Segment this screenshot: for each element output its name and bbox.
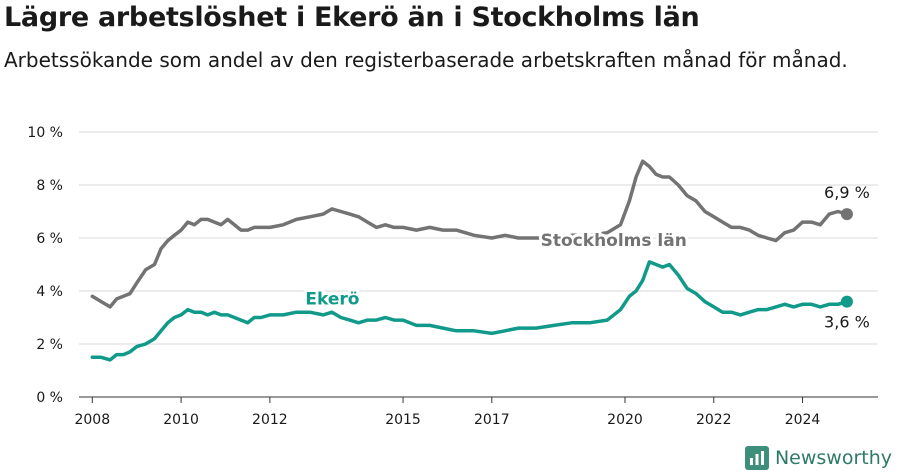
- stockholms-lan-line: [90, 159, 849, 309]
- stockholms-lan-end-point: [840, 208, 853, 221]
- x-tick-label: 2024: [785, 412, 821, 428]
- x-tick-label: 2008: [74, 412, 110, 428]
- brand-name: Newsworthy: [774, 447, 892, 469]
- x-tick-label: 2010: [163, 412, 199, 428]
- ekero-line: [90, 260, 849, 362]
- x-tick-label: 2017: [474, 412, 510, 428]
- y-tick-label: 0 %: [36, 390, 63, 406]
- x-axis: 2008 2010 2012 2015 2017 2020 2022 2024: [74, 396, 878, 428]
- brand-logo: Newsworthy: [744, 446, 892, 470]
- chart-subtitle: Arbetssökande som andel av den registerb…: [4, 48, 848, 72]
- x-tick-label: 2015: [385, 412, 421, 428]
- x-tick-label: 2022: [696, 412, 732, 428]
- y-tick-label: 2 %: [36, 337, 63, 353]
- x-tick-label: 2020: [607, 412, 643, 428]
- series-lines: [90, 159, 853, 362]
- chart-title: Lägre arbetslöshet i Ekerö än i Stockhol…: [4, 2, 700, 33]
- x-tick-label: 2012: [252, 412, 288, 428]
- y-tick-labels: 0 % 2 % 4 % 6 % 8 % 10 %: [27, 125, 63, 406]
- y-tick-label: 8 %: [36, 178, 63, 194]
- y-tick-label: 4 %: [36, 284, 63, 300]
- end-value-label-stockholms-lan: 6,9 %: [824, 183, 870, 202]
- end-value-label-ekero: 3,6 %: [824, 313, 870, 332]
- y-tick-label: 6 %: [36, 231, 63, 247]
- series-label-ekero: Ekerö: [305, 289, 359, 309]
- y-tick-label: 10 %: [27, 125, 63, 141]
- newsworthy-logo-icon: [744, 446, 769, 470]
- ekero-end-point: [840, 295, 853, 308]
- series-label-stockholms-lan: Stockholms län: [541, 231, 687, 251]
- y-grid: [79, 131, 878, 345]
- series-labels: Stockholms län Ekerö 6,9 % 3,6 %: [302, 183, 870, 332]
